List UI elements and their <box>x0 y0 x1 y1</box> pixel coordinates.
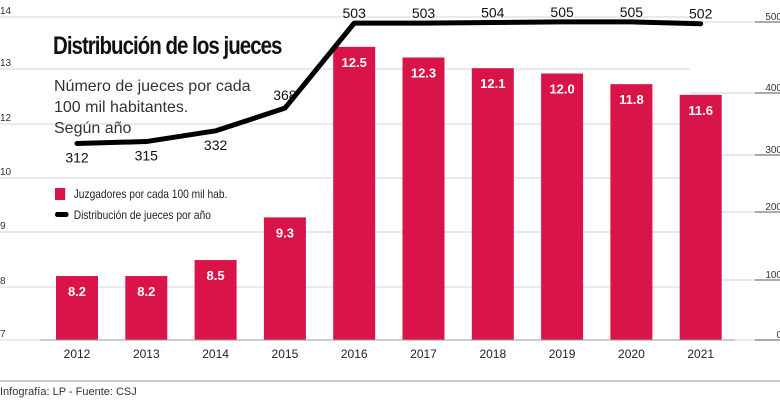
x-tick-label: 2014 <box>202 347 229 361</box>
x-tick-label: 2013 <box>133 347 160 361</box>
bar-value-label: 12.5 <box>342 55 367 70</box>
line-series <box>74 19 704 146</box>
bar <box>610 84 653 340</box>
bar-value-label: 11.6 <box>688 103 713 118</box>
bar-value-label: 12.3 <box>411 66 436 81</box>
x-tick-label: 2017 <box>410 347 437 361</box>
left-tick-label: 7 <box>0 329 6 340</box>
left-tick-label: 9 <box>0 221 6 232</box>
chart-subtitle: Número de jueces por cada 100 mil habita… <box>54 76 254 139</box>
subtitle-line: Según año <box>54 120 132 137</box>
bar <box>194 260 237 340</box>
x-tick-label: 2020 <box>618 347 645 361</box>
x-tick-label: 2016 <box>341 347 368 361</box>
x-tick-label: 2021 <box>687 347 714 361</box>
bar-value-label: 12.0 <box>549 82 574 97</box>
bar-value-label: 8.5 <box>207 268 225 283</box>
line-value-label: 505 <box>550 4 574 20</box>
legend-swatch-line <box>55 212 69 217</box>
line-value-label: 368 <box>273 87 297 103</box>
legend-item-bars: Juzgadores por cada 100 mil hab. <box>55 183 227 204</box>
left-tick-label: 8 <box>0 276 6 287</box>
chart-title: Distribución de los jueces <box>53 32 282 60</box>
bar <box>471 68 514 341</box>
legend-item-line: Distribución de jueces por año <box>55 204 227 225</box>
line-value-label: 503 <box>412 5 436 21</box>
right-tick-label: 300 <box>765 145 780 156</box>
bar-value-label: 9.3 <box>276 225 294 240</box>
bar-value-label: 12.1 <box>480 76 505 91</box>
line-value-label: 332 <box>204 137 228 153</box>
left-tick-label: 10 <box>0 167 12 178</box>
bar-value-label: 11.8 <box>619 92 644 107</box>
line-value-label: 315 <box>135 148 159 164</box>
right-tick-label: 500 <box>765 12 780 23</box>
left-tick-label: 13 <box>0 58 12 69</box>
bar <box>125 276 168 340</box>
right-tick-label: 100 <box>765 270 780 281</box>
left-tick-label: 14 <box>0 6 12 17</box>
bar <box>333 46 376 340</box>
bar <box>56 276 98 340</box>
bar <box>541 73 584 340</box>
legend-label: Juzgadores por cada 100 mil hab. <box>73 186 228 201</box>
legend: Juzgadores por cada 100 mil hab. Distrib… <box>55 183 258 225</box>
x-tick-label: 2012 <box>64 347 91 361</box>
bar <box>263 217 306 340</box>
x-tick-label: 2019 <box>549 347 576 361</box>
legend-label: Distribución de jueces por año <box>73 207 211 222</box>
bar <box>679 94 722 340</box>
right-tick-label: 0 <box>776 330 780 341</box>
bar-value-label: 8.2 <box>68 284 86 299</box>
x-tick-label: 2015 <box>272 347 299 361</box>
right-tick-label: 400 <box>765 83 780 94</box>
bar-value-label: 8.2 <box>137 284 155 299</box>
bar <box>402 57 445 340</box>
legend-swatch-bar <box>55 187 66 200</box>
source-footer: Infografía: LP - Fuente: CSJ <box>0 386 137 398</box>
line-value-label: 312 <box>65 149 89 165</box>
right-tick-label: 200 <box>765 202 780 213</box>
line-value-label: 503 <box>343 5 367 21</box>
line-value-label: 504 <box>481 4 505 20</box>
subtitle-line: Número de jueces por cada <box>54 78 251 95</box>
subtitle-line: 100 mil habitantes. <box>54 99 189 116</box>
line-value-label: 502 <box>689 6 713 22</box>
left-tick-label: 12 <box>0 113 12 124</box>
x-tick-label: 2018 <box>479 347 506 361</box>
line-value-label: 505 <box>620 4 644 20</box>
